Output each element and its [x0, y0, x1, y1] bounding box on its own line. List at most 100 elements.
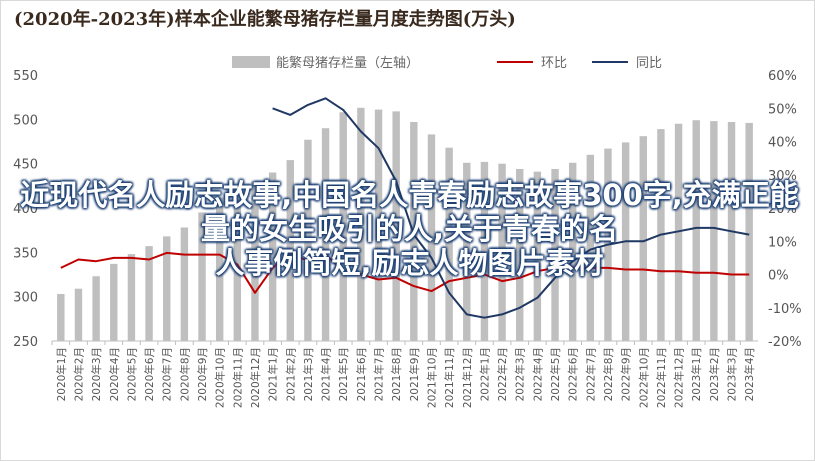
legend-swatch-bar	[232, 56, 270, 68]
left-tick-label: 250	[13, 335, 38, 350]
x-tick-label: 2020年1月	[55, 347, 68, 401]
bar	[586, 154, 595, 341]
x-tick-label: 2022年6月	[567, 347, 580, 401]
x-tick-label: 2020年2月	[72, 347, 85, 401]
x-tick-label: 2021年7月	[373, 347, 386, 401]
x-tick-label: 2020年11月	[231, 347, 244, 408]
x-tick-label: 2022年11月	[655, 347, 668, 408]
bar	[321, 128, 330, 341]
x-tick-label: 2021年3月	[302, 347, 315, 401]
bar	[445, 147, 453, 341]
x-tick-label: 2021年8月	[390, 347, 403, 401]
right-tick-label: 0%	[768, 269, 789, 284]
x-tick-label: 2020年4月	[108, 347, 121, 401]
x-tick-label: 2022年9月	[620, 347, 633, 401]
x-tick-label: 2022年5月	[549, 347, 562, 401]
bar	[339, 112, 347, 342]
left-tick-label: 500	[13, 113, 38, 128]
bar	[357, 107, 365, 341]
x-tick-label: 2021年12月	[461, 347, 474, 408]
x-tick-label: 2022年7月	[584, 347, 597, 401]
right-tick-label: -20%	[768, 335, 802, 350]
x-tick-label: 2021年2月	[284, 347, 297, 401]
x-tick-label: 2020年6月	[143, 347, 156, 401]
x-tick-label: 2022年8月	[602, 347, 615, 401]
x-tick-label: 2020年12月	[249, 347, 262, 408]
x-tick-label: 2023年3月	[726, 347, 739, 401]
bar	[92, 276, 100, 341]
line-series-yoy	[272, 97, 750, 319]
x-tick-label: 2020年9月	[196, 347, 209, 401]
x-tick-label: 2023年2月	[708, 347, 721, 401]
bar	[268, 172, 277, 341]
x-tick-label: 2021年5月	[337, 347, 350, 401]
bar	[145, 246, 153, 341]
right-tick-label: 30%	[768, 169, 797, 184]
bar	[57, 294, 65, 341]
bar	[304, 139, 312, 341]
legend: 能繁母猪存栏量（左轴） 环比 同比	[232, 55, 662, 71]
x-tick-label: 2020年10月	[214, 347, 227, 408]
x-tick-label: 2020年7月	[161, 347, 174, 401]
bar	[163, 236, 171, 341]
bar	[551, 168, 559, 341]
x-tick-label: 2021年6月	[355, 347, 368, 401]
legend-label: 能繁母猪存栏量（左轴）	[276, 55, 419, 71]
x-tick-label: 2022年1月	[478, 347, 491, 401]
bar	[180, 227, 189, 341]
bar	[198, 212, 206, 341]
bar	[745, 122, 753, 341]
left-tick-label: 550	[13, 69, 38, 84]
bar	[516, 168, 524, 341]
x-tick-label: 2021年1月	[267, 347, 280, 401]
bar	[463, 162, 471, 341]
bar	[110, 263, 118, 341]
bar	[498, 163, 506, 341]
left-tick-label: 400	[13, 202, 38, 217]
x-tick-label: 2022年3月	[514, 347, 527, 401]
left-tick-label: 450	[13, 158, 38, 173]
line-series-mom	[60, 251, 750, 294]
bar	[692, 120, 700, 341]
bar	[674, 123, 683, 342]
x-tick-label: 2022年10月	[637, 347, 650, 408]
bar	[286, 160, 294, 341]
x-tick-label: 2023年4月	[743, 347, 756, 401]
x-tick-label: 2021年9月	[408, 347, 421, 401]
x-tick-label: 2021年11月	[443, 347, 456, 408]
line-series-group	[60, 97, 750, 319]
right-tick-label: 20%	[768, 202, 797, 217]
right-tick-label: 40%	[768, 136, 797, 151]
x-tick-label: 2020年5月	[125, 347, 138, 401]
bar	[710, 121, 718, 342]
x-tick-label: 2022年12月	[673, 347, 686, 408]
left-tick-label: 300	[13, 291, 38, 306]
x-tick-label: 2022年2月	[496, 347, 509, 401]
x-tick-label: 2021年10月	[425, 347, 438, 408]
chart-title: (2020年-2023年)样本企业能繁母猪存栏量月度走势图(万头)	[14, 8, 516, 30]
right-tick-label: 50%	[768, 102, 797, 117]
bar	[374, 109, 383, 341]
bar	[427, 134, 436, 341]
x-tick-label: 2022年4月	[531, 347, 544, 401]
right-tick-label: -10%	[768, 302, 802, 317]
bar	[127, 254, 136, 341]
bar	[74, 288, 83, 341]
right-tick-label: 10%	[768, 235, 797, 250]
right-tick-label: 60%	[768, 69, 797, 84]
bar	[392, 111, 400, 341]
bar	[215, 197, 224, 341]
x-tick-label: 2021年4月	[320, 347, 333, 401]
bar	[251, 181, 259, 341]
legend-label: 同比	[636, 56, 662, 71]
left-tick-label: 350	[13, 246, 38, 261]
legend-label: 环比	[541, 56, 567, 71]
bar	[568, 162, 577, 341]
bar	[533, 171, 542, 341]
bar	[480, 161, 489, 341]
bar	[639, 136, 647, 341]
x-tick-label: 2023年1月	[690, 347, 703, 401]
x-tick-label: 2020年8月	[178, 347, 191, 401]
